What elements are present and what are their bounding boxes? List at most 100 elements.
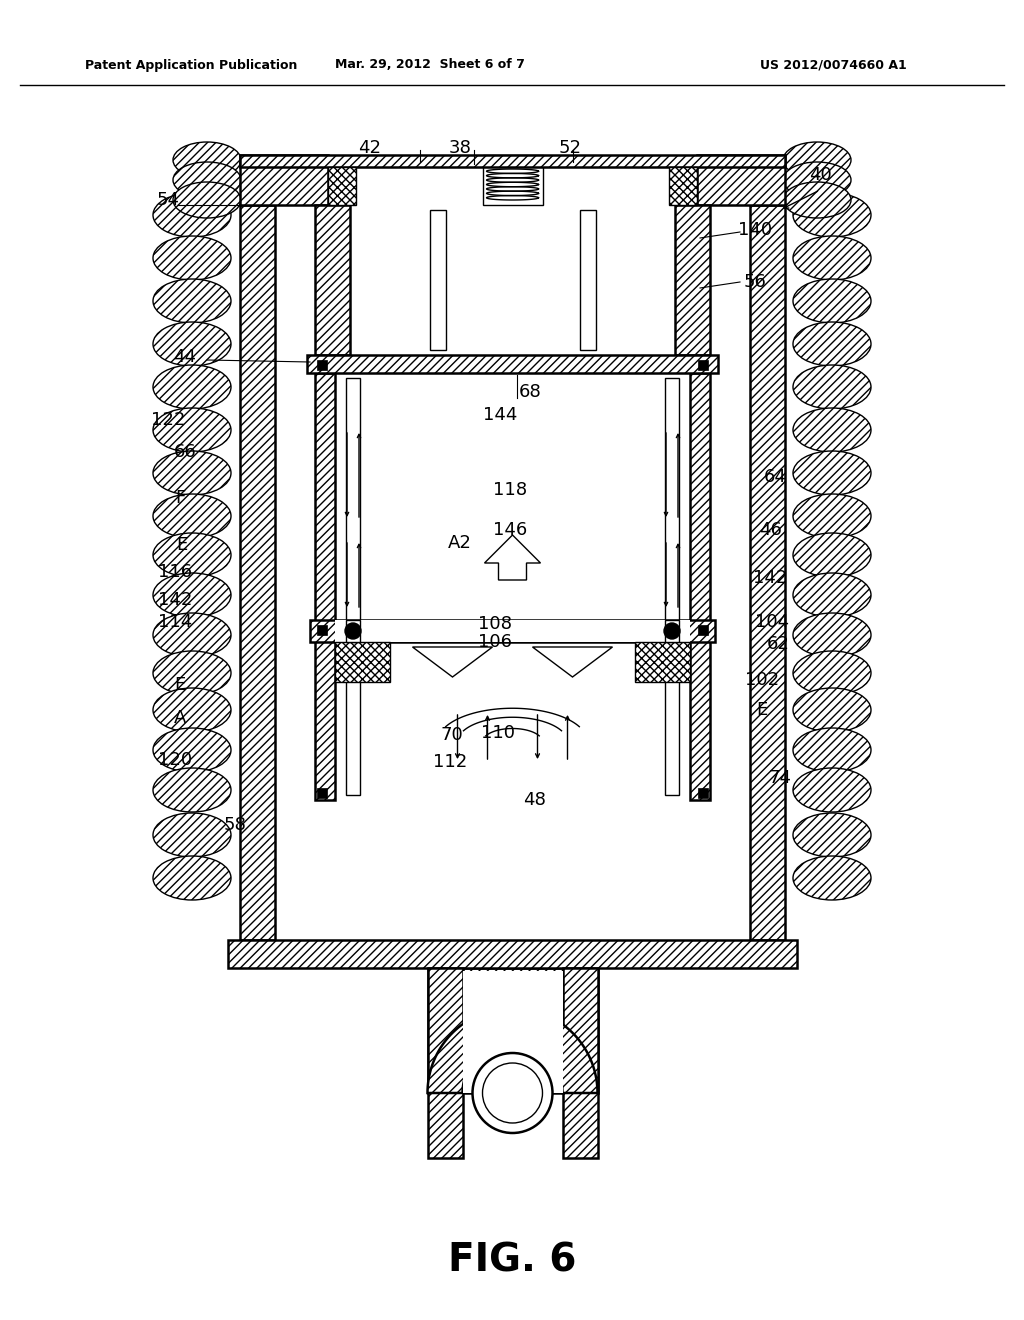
Bar — [427, 968, 463, 1158]
Ellipse shape — [793, 366, 871, 409]
Bar — [427, 968, 597, 1093]
Text: 122: 122 — [151, 411, 185, 429]
Text: 52: 52 — [558, 139, 582, 157]
Ellipse shape — [153, 855, 231, 900]
Circle shape — [664, 623, 680, 639]
Text: 40: 40 — [809, 166, 831, 183]
Bar — [482, 154, 543, 205]
Bar — [315, 205, 350, 355]
Ellipse shape — [793, 612, 871, 657]
Text: F: F — [175, 488, 185, 507]
Ellipse shape — [793, 494, 871, 539]
Bar — [669, 168, 697, 205]
Polygon shape — [240, 205, 275, 940]
Bar — [317, 788, 327, 799]
Text: 42: 42 — [358, 139, 382, 157]
Polygon shape — [315, 374, 335, 800]
Text: 142: 142 — [753, 569, 787, 587]
Text: 48: 48 — [523, 791, 547, 809]
Ellipse shape — [153, 366, 231, 409]
Ellipse shape — [153, 688, 231, 733]
Ellipse shape — [153, 813, 231, 857]
Bar — [335, 642, 390, 682]
Text: 112: 112 — [433, 752, 467, 771]
Ellipse shape — [793, 193, 871, 238]
Bar — [562, 968, 597, 1158]
Ellipse shape — [153, 729, 231, 772]
Text: 56: 56 — [743, 273, 766, 290]
Ellipse shape — [793, 322, 871, 366]
Text: A2: A2 — [449, 535, 472, 552]
Polygon shape — [427, 1008, 597, 1093]
Text: A: A — [174, 709, 186, 727]
Text: 120: 120 — [158, 751, 193, 770]
Polygon shape — [240, 154, 328, 205]
Bar — [665, 620, 679, 642]
Ellipse shape — [153, 193, 231, 238]
Ellipse shape — [153, 408, 231, 451]
Text: 108: 108 — [478, 615, 512, 634]
Text: 68: 68 — [518, 383, 542, 401]
Text: 104: 104 — [755, 612, 790, 631]
Circle shape — [482, 1063, 543, 1123]
Bar — [328, 168, 356, 205]
Bar — [335, 620, 690, 642]
Text: FIG. 6: FIG. 6 — [449, 1241, 577, 1279]
Bar — [307, 355, 718, 374]
Text: 58: 58 — [223, 816, 247, 834]
Ellipse shape — [173, 162, 241, 198]
Ellipse shape — [793, 533, 871, 577]
Ellipse shape — [793, 573, 871, 616]
Ellipse shape — [153, 494, 231, 539]
Text: Mar. 29, 2012  Sheet 6 of 7: Mar. 29, 2012 Sheet 6 of 7 — [335, 58, 525, 71]
Bar — [317, 360, 327, 370]
Ellipse shape — [153, 612, 231, 657]
Text: E: E — [174, 676, 185, 694]
Text: 66: 66 — [174, 444, 197, 461]
Text: 62: 62 — [767, 635, 790, 653]
Text: 142: 142 — [158, 591, 193, 609]
Text: 102: 102 — [744, 671, 779, 689]
Bar — [698, 788, 708, 799]
Polygon shape — [690, 374, 710, 800]
Bar — [675, 205, 710, 355]
Text: 54: 54 — [157, 191, 179, 209]
Polygon shape — [484, 535, 541, 579]
Ellipse shape — [153, 651, 231, 696]
Ellipse shape — [793, 651, 871, 696]
Polygon shape — [413, 647, 493, 677]
Circle shape — [345, 623, 361, 639]
Ellipse shape — [153, 322, 231, 366]
Text: 74: 74 — [768, 770, 792, 787]
Text: 44: 44 — [173, 348, 197, 366]
Bar — [240, 154, 785, 168]
Bar — [346, 378, 360, 795]
Bar — [463, 968, 562, 1093]
Bar — [665, 378, 679, 795]
Ellipse shape — [793, 236, 871, 280]
Ellipse shape — [793, 451, 871, 495]
Ellipse shape — [153, 236, 231, 280]
Ellipse shape — [153, 451, 231, 495]
Bar — [429, 210, 445, 350]
Text: 116: 116 — [158, 564, 193, 581]
Ellipse shape — [793, 855, 871, 900]
Circle shape — [472, 1053, 553, 1133]
Ellipse shape — [783, 143, 851, 178]
Text: 110: 110 — [481, 723, 515, 742]
Text: 64: 64 — [764, 469, 786, 486]
Bar — [635, 642, 690, 682]
Ellipse shape — [783, 182, 851, 218]
Ellipse shape — [793, 768, 871, 812]
Bar — [310, 620, 715, 642]
Text: US 2012/0074660 A1: US 2012/0074660 A1 — [760, 58, 906, 71]
Bar — [346, 620, 360, 642]
Polygon shape — [532, 647, 612, 677]
Text: 140: 140 — [738, 220, 772, 239]
Ellipse shape — [793, 279, 871, 323]
Bar — [580, 210, 596, 350]
Text: E: E — [757, 701, 768, 719]
Text: 106: 106 — [478, 634, 512, 651]
Text: 144: 144 — [482, 407, 517, 424]
Bar — [698, 624, 708, 635]
